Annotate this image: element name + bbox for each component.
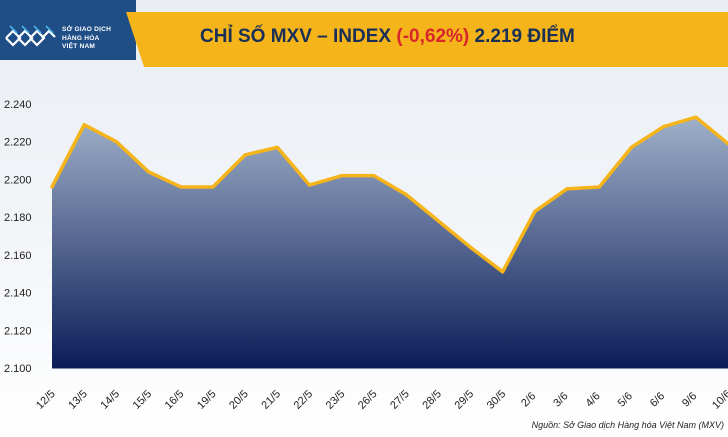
x-tick-label: 5/6 xyxy=(616,390,635,409)
data-point xyxy=(694,115,698,119)
x-tick-label: 23/5 xyxy=(324,388,348,412)
x-tick-label: 3/6 xyxy=(551,390,570,409)
logo-text: SỞ GIAO DỊCH HÀNG HÓA VIỆT NAM xyxy=(62,26,134,52)
mxv-logo: SỞ GIAO DỊCH HÀNG HÓA VIỆT NAM xyxy=(0,0,136,60)
index-line xyxy=(50,115,728,274)
y-tick-label: 2.120 xyxy=(4,325,32,337)
y-tick-label: 2.100 xyxy=(4,363,32,375)
data-point xyxy=(340,174,344,178)
x-tick-label: 19/5 xyxy=(195,388,219,412)
x-tick-label: 20/5 xyxy=(227,388,251,412)
data-point xyxy=(597,185,601,189)
y-tick-label: 2.180 xyxy=(4,212,32,224)
x-tick-label: 6/6 xyxy=(648,390,667,409)
y-axis: 2.100 2.120 2.140 2.160 2.180 2.200 2.220 2.240 xyxy=(4,99,32,375)
data-point xyxy=(501,270,505,274)
x-tick-label: 15/5 xyxy=(131,388,155,412)
header: SỞ GIAO DỊCH HÀNG HÓA VIỆT NAM CHỈ SỐ MX… xyxy=(0,0,728,78)
data-point xyxy=(372,174,376,178)
data-point xyxy=(565,187,569,191)
x-tick-label: 12/5 xyxy=(34,388,58,412)
logo-line: SỞ GIAO DỊCH xyxy=(62,26,112,33)
logo-line: VIỆT NAM xyxy=(62,43,96,50)
x-tick-label: 4/6 xyxy=(583,390,602,409)
x-tick-label: 28/5 xyxy=(420,388,444,412)
chart-title: CHỈ SỐ MXV – INDEX (-0,62%) 2.219 ĐIỂM xyxy=(200,26,720,48)
y-tick-label: 2.240 xyxy=(4,99,32,111)
x-tick-label: 10/6 xyxy=(710,388,728,412)
x-tick-label: 26/5 xyxy=(356,388,380,412)
data-point xyxy=(404,193,408,197)
data-point xyxy=(629,145,633,149)
x-axis: 12/5 13/5 14/5 15/5 16/5 19/5 20/5 21/5 22/5 23/5… xyxy=(34,388,728,412)
data-point xyxy=(179,185,183,189)
x-tick-label: 30/5 xyxy=(485,388,509,412)
x-tick-label: 9/6 xyxy=(680,390,699,409)
title-prefix: CHỈ SỐ MXV – INDEX xyxy=(200,26,392,47)
x-tick-label: 13/5 xyxy=(66,388,90,412)
y-tick-label: 2.200 xyxy=(4,174,32,186)
data-point xyxy=(533,209,537,213)
plot-area xyxy=(50,115,728,369)
y-tick-label: 2.160 xyxy=(4,250,32,262)
x-tick-label: 29/5 xyxy=(453,388,477,412)
data-point xyxy=(82,123,86,127)
data-point xyxy=(50,185,54,189)
x-tick-label: 21/5 xyxy=(259,388,283,412)
y-tick-label: 2.220 xyxy=(4,137,32,149)
x-tick-label: 22/5 xyxy=(292,388,316,412)
logo-line: HÀNG HÓA xyxy=(62,34,100,42)
data-point xyxy=(114,140,118,144)
y-tick-label: 2.140 xyxy=(4,288,32,300)
data-point xyxy=(436,219,440,223)
logo-mark-icon xyxy=(5,25,56,47)
data-point xyxy=(147,170,151,174)
data-point xyxy=(468,245,472,249)
x-tick-label: 27/5 xyxy=(388,388,412,412)
data-point xyxy=(275,145,279,149)
data-point xyxy=(662,125,666,129)
title-bar xyxy=(126,12,728,67)
data-point xyxy=(308,183,312,187)
x-tick-label: 16/5 xyxy=(163,388,187,412)
x-tick-label: 14/5 xyxy=(98,388,122,412)
data-point xyxy=(243,153,247,157)
data-point xyxy=(211,185,215,189)
x-tick-label: 2/6 xyxy=(519,390,538,409)
source-note: Nguồn: Sở Giao dịch Hàng hóa Việt Nam (M… xyxy=(531,420,724,430)
title-change: (-0,62%) xyxy=(396,26,470,47)
title-suffix: 2.219 ĐIỂM xyxy=(474,26,575,47)
